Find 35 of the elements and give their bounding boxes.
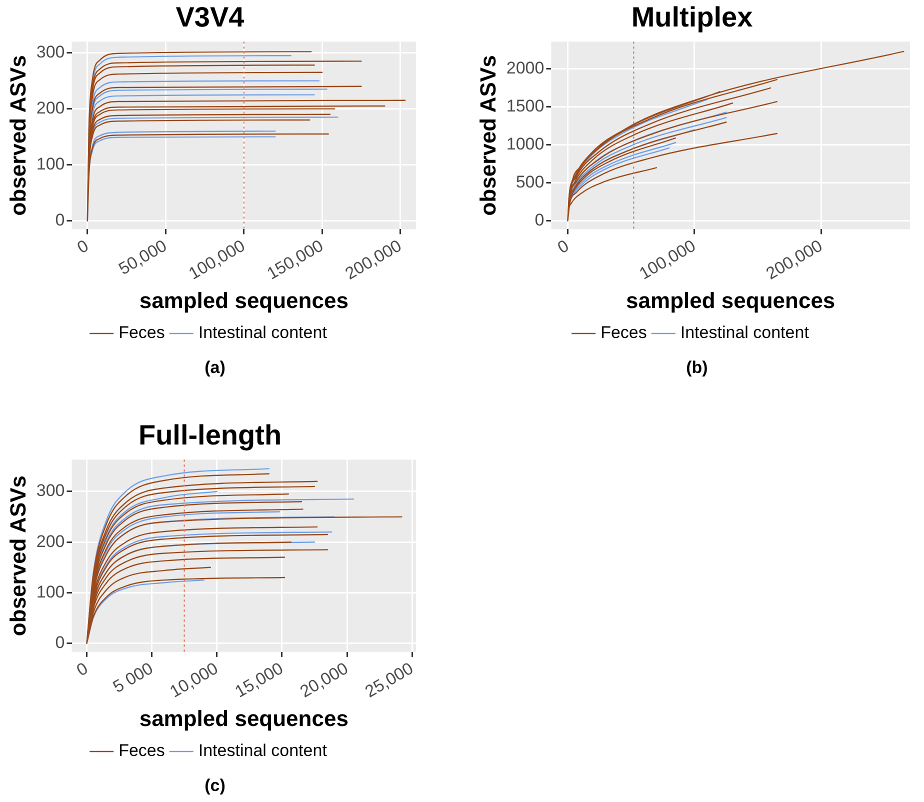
y-axis-title: observed ASVs [5, 55, 30, 216]
legend-label: Intestinal content [198, 741, 328, 760]
y-axis-title: observed ASVs [475, 55, 500, 216]
x-axis-title: sampled sequences [626, 288, 836, 313]
legend-label: Feces [118, 323, 165, 342]
legend-label: Feces [118, 741, 165, 760]
x-axis-title: sampled sequences [139, 706, 348, 731]
y-axis-title: observed ASVs [5, 475, 30, 636]
text: (c) [204, 776, 226, 796]
y-tick-label: 500 [516, 172, 544, 192]
y-tick-label: 1500 [506, 96, 544, 116]
text: (a) [204, 358, 226, 378]
chart-title: Full-length [138, 420, 282, 451]
y-tick-label: 100 [36, 582, 65, 602]
y-tick-label: 300 [36, 481, 65, 500]
x-tick-label: 0 [74, 236, 92, 258]
y-tick-label: 2000 [506, 58, 544, 78]
y-tick-label: 300 [36, 42, 65, 62]
y-tick-label: 100 [36, 154, 65, 174]
x-tick-label: 0 [73, 658, 92, 680]
y-tick-label: 0 [55, 633, 65, 652]
x-tick-label: 5 000 [110, 658, 156, 697]
x-tick-label: 0 [554, 236, 572, 258]
y-tick-label: 1000 [506, 134, 544, 154]
y-tick-label: 200 [36, 532, 65, 551]
x-axis-title: sampled sequences [139, 288, 348, 313]
text: (b) [685, 358, 709, 378]
y-tick-label: 200 [36, 98, 65, 118]
chart-title: V3V4 [176, 2, 245, 33]
chart-title: Multiplex [631, 2, 754, 33]
y-tick-label: 0 [534, 210, 544, 230]
legend-label: Intestinal content [680, 323, 810, 342]
y-tick-label: 0 [55, 210, 65, 230]
legend-label: Intestinal content [198, 323, 328, 342]
legend-label: Feces [600, 323, 647, 342]
